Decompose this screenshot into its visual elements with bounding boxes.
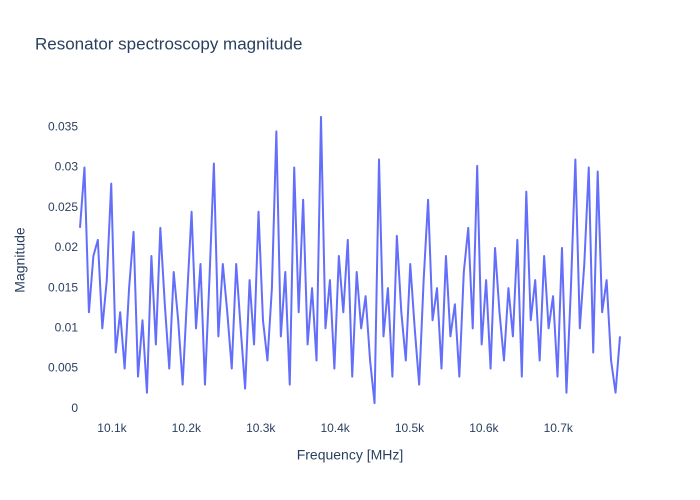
x-tick-label: 10.5k [395,421,425,435]
y-axis-title: Magnitude [12,227,28,293]
x-axis-title: Frequency [MHz] [297,447,404,463]
x-tick-label: 10.3k [246,421,276,435]
y-tick-label: 0.005 [48,361,78,375]
data-line [79,115,621,405]
x-tick-label: 10.4k [320,421,350,435]
x-tick-label: 10.1k [97,421,127,435]
y-tick-label: 0.03 [55,160,79,174]
x-tick-label: 10.2k [172,421,202,435]
y-tick-label: 0.02 [55,240,79,254]
chart-title: Resonator spectroscopy magnitude [35,34,302,53]
y-tick-label: 0.035 [48,120,78,134]
x-tick-label: 10.6k [469,421,499,435]
y-tick-label: 0.01 [55,321,79,335]
y-tick-label: 0.025 [48,200,78,214]
y-tick-label: 0.015 [48,280,78,294]
y-tick-label: 0 [71,401,78,415]
x-tick-label: 10.7k [544,421,574,435]
